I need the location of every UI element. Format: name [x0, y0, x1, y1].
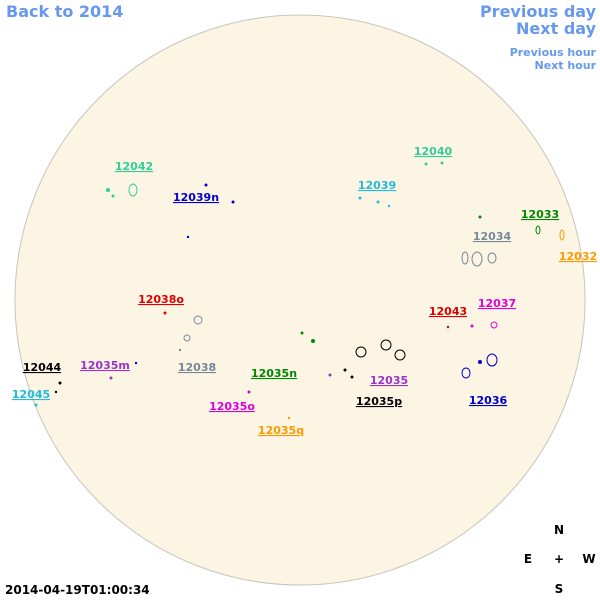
region-label: 12033	[521, 208, 559, 221]
region-label: 12034	[473, 230, 512, 243]
compass-west: W	[582, 552, 595, 566]
sunspots	[34, 161, 565, 420]
next-hour-link[interactable]: Next hour	[535, 59, 597, 72]
compass-south: S	[555, 582, 564, 596]
region-label: 12042	[115, 160, 153, 173]
region-label: 12037	[478, 297, 516, 310]
region-label: 12045	[12, 388, 50, 401]
region-label: 12038	[178, 361, 216, 374]
region-label: 12044	[23, 361, 62, 374]
compass-east: E	[524, 552, 532, 566]
region-label: 12036	[469, 394, 508, 407]
previous-hour-link[interactable]: Previous hour	[510, 46, 597, 59]
region-label: 12039n	[173, 191, 219, 204]
timestamp: 2014-04-19T01:00:34	[5, 583, 150, 597]
region-label: 12039	[358, 179, 396, 192]
region-label: 12035p	[356, 395, 402, 408]
region-label: 12040	[414, 145, 453, 158]
region-label: 12038o	[138, 293, 184, 306]
region-label: 12035n	[251, 367, 297, 380]
compass-center: +	[554, 552, 564, 566]
region-label: 12035m	[80, 359, 130, 372]
compass-north: N	[554, 523, 564, 537]
region-label: 12035	[370, 374, 408, 387]
previous-day-link[interactable]: Previous day	[480, 2, 597, 21]
region-labels: 12042 12040 12039n 12039 12033 12034 120…	[12, 145, 597, 437]
solar-disk	[14, 14, 586, 586]
region-label: 12032	[559, 250, 597, 263]
region-label: 12043	[429, 305, 467, 318]
next-day-link[interactable]: Next day	[516, 19, 597, 38]
region-label: 12035q	[258, 424, 304, 437]
region-label: 12035o	[209, 400, 255, 413]
back-link[interactable]: Back to 2014	[6, 2, 123, 21]
